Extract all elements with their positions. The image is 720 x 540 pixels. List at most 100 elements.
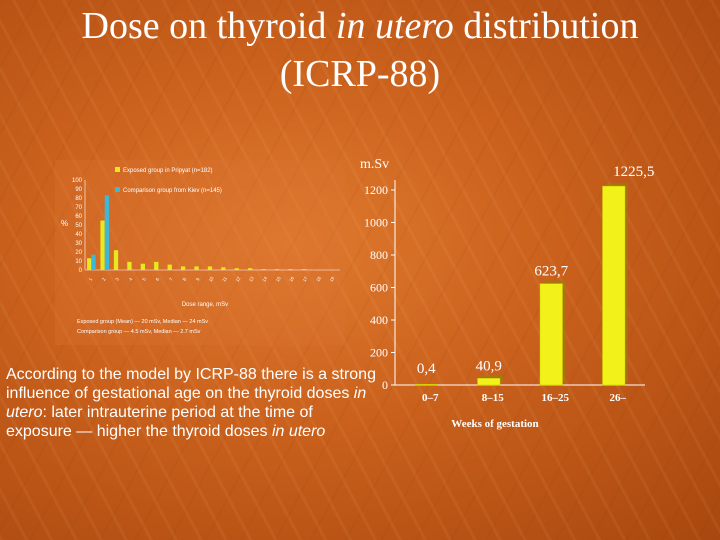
- legend-swatch-comparison: [115, 187, 120, 192]
- small-bar: [167, 264, 172, 270]
- small-chart-xlabel: Dose range, mSv: [182, 302, 228, 308]
- main-data-label: 40,9: [476, 358, 502, 374]
- small-x-tick-label: 17: [302, 275, 309, 282]
- small-chart-x-ticks: 1 2 3 4 5 6 7 8 9 10 11 12 13 14 15 16 17 18 19: [88, 275, 336, 282]
- small-bar: [104, 195, 110, 270]
- main-x-tick-label: 16–25: [542, 392, 570, 404]
- title-text-post: distribution: [453, 5, 639, 47]
- body-text-italic-2: in utero: [271, 423, 326, 440]
- small-x-tick-label: 18: [315, 275, 322, 282]
- main-bar: [414, 383, 438, 386]
- small-y-tick-label: 100: [72, 178, 83, 184]
- slide-title: Dose on thyroid in utero distribution (I…: [0, 2, 720, 98]
- small-bar: [248, 268, 253, 270]
- title-line-2: (ICRP-88): [279, 53, 441, 95]
- small-y-tick-label: 40: [75, 232, 82, 238]
- main-x-tick-label: 8–15: [482, 392, 505, 404]
- main-bar: [477, 378, 501, 386]
- main-data-label: 623,7: [534, 264, 568, 280]
- small-x-tick-label: 1: [88, 276, 94, 281]
- main-x-tick-label: 0–7: [422, 392, 439, 404]
- small-chart-y-axis: 0 10 20 30 40 50 60 70 80 90 100: [72, 178, 340, 274]
- small-x-tick-label: 19: [329, 275, 336, 282]
- main-chart-y-axis: 0 200 400 600 800 1000 1200: [364, 180, 645, 392]
- small-x-tick-label: 9: [195, 276, 201, 281]
- small-bar: [207, 266, 213, 270]
- main-bar: [602, 185, 626, 386]
- title-text-italic: in utero: [335, 5, 454, 47]
- title-line-1: Dose on thyroid in utero distribution: [0, 2, 720, 50]
- main-bar: [539, 283, 563, 386]
- small-y-tick-label: 70: [75, 205, 82, 211]
- small-x-tick-label: 5: [141, 276, 147, 281]
- small-y-tick-label: 90: [75, 187, 82, 193]
- main-bar-shadow: [418, 381, 441, 382]
- small-chart-footnote-2: Comparison group — 4.5 mSv, Median — 2.7…: [77, 329, 201, 335]
- main-chart-data-labels: 0,4 40,9 623,7 1225,5: [417, 164, 655, 377]
- small-x-tick-label: 15: [275, 275, 282, 282]
- small-bar: [127, 261, 132, 270]
- small-y-tick-label: 30: [75, 241, 82, 247]
- small-bar: [113, 250, 119, 270]
- legend-swatch-exposed: [115, 167, 120, 172]
- small-y-tick-label: 80: [75, 196, 82, 202]
- small-y-tick-label: 10: [75, 259, 82, 265]
- thyroid-dose-bar-chart: m.Sv 0 200 400 600 800 1000 1200 0–7 8–15 16–25 2…: [360, 157, 655, 430]
- small-x-tick-label: 10: [208, 275, 215, 282]
- small-bar: [234, 268, 239, 270]
- small-x-tick-label: 11: [221, 276, 228, 283]
- main-chart-xlabel: Weeks of gestation: [451, 418, 538, 430]
- small-chart-bars: [87, 195, 307, 270]
- main-chart-x-ticks: 0–7 8–15 16–25 26–: [422, 392, 627, 404]
- small-x-tick-label: 4: [128, 276, 134, 281]
- body-paragraph: According to the model by ICRP-88 there …: [6, 365, 376, 441]
- small-bar: [180, 266, 186, 270]
- small-bar: [194, 266, 199, 270]
- small-bar: [301, 269, 307, 270]
- main-x-tick-label: 26–: [610, 392, 627, 404]
- main-y-tick-label: 600: [370, 281, 388, 295]
- small-y-tick-label: 60: [75, 214, 82, 220]
- main-data-label: 0,4: [417, 361, 436, 377]
- small-bar: [100, 220, 105, 270]
- main-chart-ylabel: m.Sv: [360, 157, 389, 172]
- small-x-tick-label: 14: [261, 275, 268, 282]
- small-chart-ylabel: %: [61, 219, 68, 228]
- small-chart-legend: Exposed group in Pripyat (n=182) Compari…: [115, 167, 222, 194]
- small-bar: [221, 267, 226, 270]
- main-chart-bars: [414, 183, 628, 386]
- small-x-tick-label: 2: [101, 276, 107, 281]
- body-text-2: : later intrauterine period at the time …: [6, 404, 313, 440]
- small-y-tick-label: 0: [79, 268, 83, 274]
- main-y-tick-label: 800: [370, 248, 388, 262]
- body-text-italic-1: in utero: [6, 385, 367, 421]
- small-x-tick-label: 16: [288, 275, 295, 282]
- small-bar: [288, 269, 293, 270]
- small-bar: [274, 269, 280, 270]
- legend-entry-comparison: Comparison group from Kiev (n=145): [123, 188, 222, 194]
- small-y-tick-label: 20: [75, 250, 82, 256]
- body-text-1: According to the model by ICRP-88 there …: [6, 366, 376, 402]
- small-x-tick-label: 6: [155, 276, 161, 281]
- small-bar: [261, 269, 266, 270]
- small-x-tick-label: 13: [248, 275, 255, 282]
- small-y-tick-label: 50: [75, 223, 82, 229]
- title-text-pre: Dose on thyroid: [81, 5, 336, 47]
- small-chart-footnote-1: Exposed group (Mean) — 20 mSv, Median — …: [77, 319, 208, 325]
- main-y-tick-label: 0: [382, 378, 388, 392]
- small-x-tick-label: 12: [235, 275, 242, 282]
- small-bar: [87, 258, 92, 270]
- small-x-tick-label: 7: [168, 276, 174, 281]
- small-x-tick-label: 8: [182, 276, 188, 281]
- main-y-tick-label: 400: [370, 313, 388, 327]
- legend-entry-exposed: Exposed group in Pripyat (n=182): [123, 168, 213, 174]
- main-y-tick-label: 200: [370, 346, 388, 360]
- main-y-tick-label: 1000: [364, 216, 388, 230]
- main-y-tick-label: 1200: [364, 183, 388, 197]
- small-bar: [140, 263, 145, 270]
- main-data-label: 1225,5: [613, 164, 654, 180]
- small-x-tick-label: 3: [114, 276, 120, 281]
- small-bar: [154, 261, 159, 270]
- small-bar: [91, 254, 96, 270]
